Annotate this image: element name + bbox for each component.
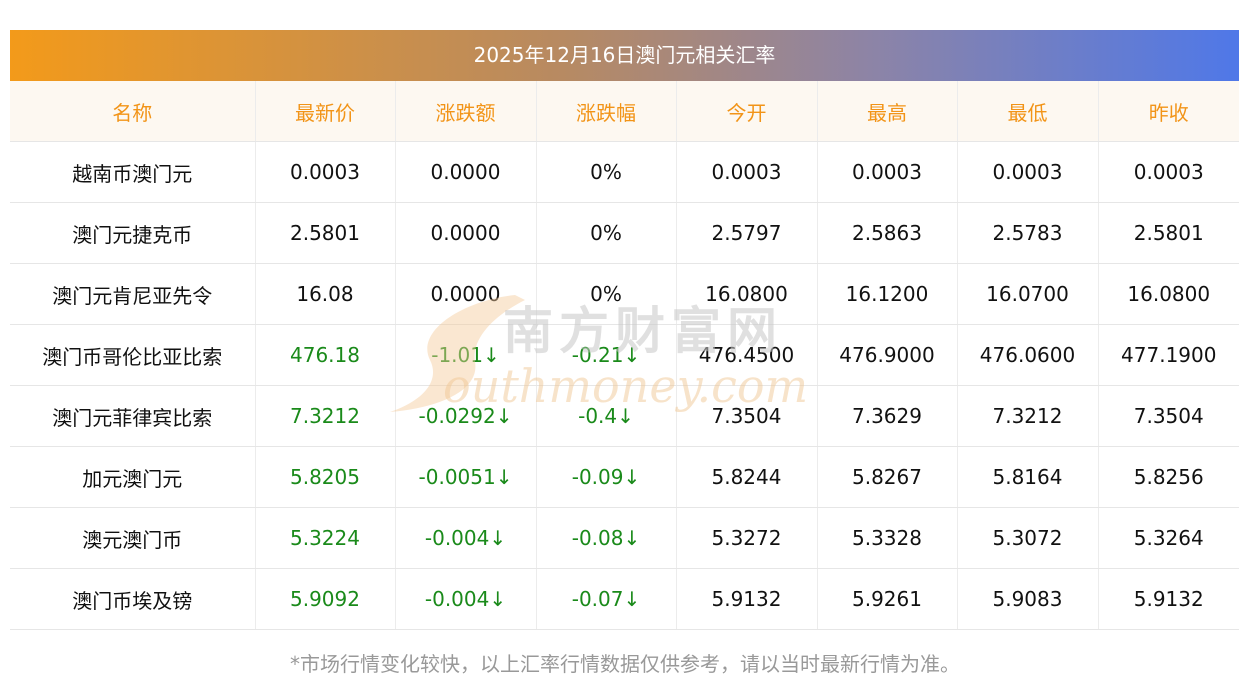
cell-change-pct: -0.4↓ — [535, 385, 676, 447]
cell-latest: 16.08 — [254, 263, 395, 325]
rate-panel: 2025年12月16日澳门元相关汇率 名称 最新价 涨跌额 涨跌幅 今开 最高 … — [10, 30, 1239, 630]
cell-open: 476.4500 — [675, 324, 817, 386]
cell-latest: 5.8205 — [254, 446, 395, 508]
table-row: 加元澳门元 5.8205 -0.0051↓ -0.09↓ 5.8244 5.82… — [10, 446, 1239, 508]
header-low: 最低 — [956, 81, 1098, 142]
cell-change: 0.0000 — [394, 263, 536, 325]
cell-change: -0.004↓ — [394, 507, 536, 569]
cell-latest: 7.3212 — [254, 385, 395, 447]
cell-change-pct: -0.07↓ — [535, 568, 676, 630]
cell-prev-close: 5.8256 — [1097, 446, 1239, 508]
cell-change: 0.0000 — [394, 202, 536, 264]
cell-change-pct: 0% — [535, 141, 676, 203]
cell-high: 5.3328 — [816, 507, 957, 569]
table-row: 澳门元捷克币 2.5801 0.0000 0% 2.5797 2.5863 2.… — [10, 202, 1239, 264]
cell-high: 5.9261 — [816, 568, 957, 630]
cell-change: -1.01↓ — [394, 324, 536, 386]
cell-low: 7.3212 — [956, 385, 1098, 447]
header-prev-close: 昨收 — [1097, 81, 1239, 142]
cell-low: 5.3072 — [956, 507, 1098, 569]
cell-high: 7.3629 — [816, 385, 957, 447]
cell-change-pct: -0.21↓ — [535, 324, 676, 386]
header-row: 名称 最新价 涨跌额 涨跌幅 今开 最高 最低 昨收 — [10, 81, 1239, 142]
cell-high: 476.9000 — [816, 324, 957, 386]
header-change: 涨跌额 — [394, 81, 536, 142]
table-title: 2025年12月16日澳门元相关汇率 — [10, 30, 1239, 81]
cell-name: 澳门币埃及镑 — [10, 568, 255, 630]
cell-high: 2.5863 — [816, 202, 957, 264]
cell-name: 澳门元肯尼亚先令 — [10, 263, 255, 325]
cell-low: 0.0003 — [956, 141, 1098, 203]
cell-change-pct: -0.08↓ — [535, 507, 676, 569]
table-row: 澳门元肯尼亚先令 16.08 0.0000 0% 16.0800 16.1200… — [10, 263, 1239, 325]
header-high: 最高 — [816, 81, 957, 142]
table-row: 越南币澳门元 0.0003 0.0000 0% 0.0003 0.0003 0.… — [10, 141, 1239, 203]
cell-change-pct: 0% — [535, 202, 676, 264]
cell-open: 2.5797 — [675, 202, 817, 264]
cell-latest: 0.0003 — [254, 141, 395, 203]
cell-prev-close: 2.5801 — [1097, 202, 1239, 264]
cell-prev-close: 16.0800 — [1097, 263, 1239, 325]
table-row: 澳门币埃及镑 5.9092 -0.004↓ -0.07↓ 5.9132 5.92… — [10, 568, 1239, 630]
cell-latest: 476.18 — [254, 324, 395, 386]
cell-prev-close: 5.3264 — [1097, 507, 1239, 569]
cell-name: 澳元澳门币 — [10, 507, 255, 569]
cell-name: 澳门元捷克币 — [10, 202, 255, 264]
cell-open: 16.0800 — [675, 263, 817, 325]
table-row: 澳门币哥伦比亚比索 476.18 -1.01↓ -0.21↓ 476.4500 … — [10, 324, 1239, 386]
cell-change-pct: -0.09↓ — [535, 446, 676, 508]
cell-open: 5.3272 — [675, 507, 817, 569]
exchange-rate-table: 名称 最新价 涨跌额 涨跌幅 今开 最高 最低 昨收 越南币澳门元 0.0003… — [10, 81, 1239, 630]
cell-high: 16.1200 — [816, 263, 957, 325]
cell-change: -0.004↓ — [394, 568, 536, 630]
cell-prev-close: 477.1900 — [1097, 324, 1239, 386]
cell-name: 澳门元菲律宾比索 — [10, 385, 255, 447]
header-change-pct: 涨跌幅 — [535, 81, 676, 142]
cell-latest: 5.9092 — [254, 568, 395, 630]
cell-prev-close: 7.3504 — [1097, 385, 1239, 447]
header-name: 名称 — [10, 81, 255, 142]
cell-prev-close: 5.9132 — [1097, 568, 1239, 630]
cell-open: 0.0003 — [675, 141, 817, 203]
cell-open: 5.8244 — [675, 446, 817, 508]
cell-prev-close: 0.0003 — [1097, 141, 1239, 203]
cell-name: 澳门币哥伦比亚比索 — [10, 324, 255, 386]
disclaimer-footnote: *市场行情变化较快，以上汇率行情数据仅供参考，请以当时最新行情为准。 — [290, 652, 960, 676]
cell-open: 7.3504 — [675, 385, 817, 447]
cell-change: -0.0051↓ — [394, 446, 536, 508]
header-latest: 最新价 — [254, 81, 395, 142]
cell-open: 5.9132 — [675, 568, 817, 630]
cell-change: 0.0000 — [394, 141, 536, 203]
cell-latest: 2.5801 — [254, 202, 395, 264]
cell-low: 5.8164 — [956, 446, 1098, 508]
cell-name: 加元澳门元 — [10, 446, 255, 508]
cell-name: 越南币澳门元 — [10, 141, 255, 203]
cell-low: 2.5783 — [956, 202, 1098, 264]
table-row: 澳门元菲律宾比索 7.3212 -0.0292↓ -0.4↓ 7.3504 7.… — [10, 385, 1239, 447]
cell-latest: 5.3224 — [254, 507, 395, 569]
table-row: 澳元澳门币 5.3224 -0.004↓ -0.08↓ 5.3272 5.332… — [10, 507, 1239, 569]
cell-change-pct: 0% — [535, 263, 676, 325]
cell-change: -0.0292↓ — [394, 385, 536, 447]
cell-low: 5.9083 — [956, 568, 1098, 630]
header-open: 今开 — [675, 81, 817, 142]
cell-high: 0.0003 — [816, 141, 957, 203]
cell-high: 5.8267 — [816, 446, 957, 508]
cell-low: 476.0600 — [956, 324, 1098, 386]
cell-low: 16.0700 — [956, 263, 1098, 325]
